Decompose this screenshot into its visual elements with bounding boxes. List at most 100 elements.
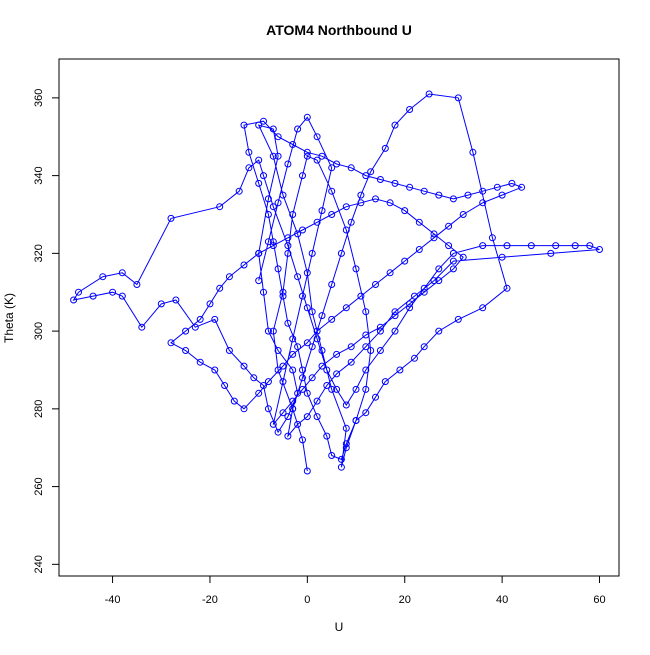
data-point	[391, 308, 399, 316]
data-point	[274, 265, 282, 273]
data-point	[313, 413, 321, 421]
data-point	[196, 358, 204, 366]
data-point	[299, 385, 306, 393]
data-point	[264, 195, 272, 203]
data-point	[333, 350, 341, 358]
data-point	[445, 242, 453, 250]
data-point	[479, 242, 487, 250]
data-point	[508, 179, 516, 187]
data-point	[240, 405, 248, 413]
y-tick-label: 340	[33, 166, 45, 184]
x-tick-label: 20	[399, 594, 411, 606]
y-tick-label: 300	[33, 322, 45, 340]
data-point	[503, 242, 511, 250]
data-point	[328, 164, 336, 172]
data-point	[406, 183, 414, 191]
data-point	[318, 312, 326, 320]
data-point	[381, 144, 389, 152]
data-point	[172, 296, 180, 304]
data-point	[118, 292, 126, 300]
data-point	[362, 172, 370, 180]
data-point	[362, 331, 370, 339]
data-point	[401, 257, 409, 265]
data-point	[454, 94, 462, 102]
data-point	[372, 281, 379, 288]
data-point	[498, 253, 506, 261]
data-point	[269, 125, 277, 133]
data-point	[420, 343, 428, 351]
data-point	[357, 199, 365, 207]
data-point	[449, 265, 457, 273]
data-point	[303, 113, 311, 121]
data-point	[182, 327, 190, 335]
data-point	[367, 168, 375, 176]
data-point	[328, 187, 336, 195]
data-point	[235, 187, 243, 195]
data-point	[381, 378, 389, 386]
data-point	[211, 315, 219, 323]
data-point	[89, 292, 97, 300]
data-point	[342, 226, 350, 234]
data-point	[138, 323, 146, 331]
data-point	[420, 284, 428, 292]
data-point	[269, 238, 277, 246]
data-point	[479, 304, 487, 312]
data-point	[279, 362, 287, 370]
x-axis-label: U	[335, 620, 344, 634]
data-point	[342, 203, 350, 211]
data-point	[411, 292, 418, 300]
data-point	[318, 362, 326, 370]
data-point	[230, 397, 238, 405]
data-point	[240, 362, 248, 370]
data-point	[313, 327, 321, 335]
data-point	[401, 207, 409, 215]
data-point	[269, 242, 277, 250]
data-point	[303, 269, 311, 277]
data-point	[225, 347, 233, 354]
y-tick-label: 280	[33, 400, 45, 418]
data-point	[449, 195, 457, 203]
data-point	[303, 148, 311, 156]
data-point	[342, 424, 350, 432]
data-point	[308, 343, 316, 351]
data-point	[109, 288, 117, 296]
data-point	[376, 323, 384, 331]
data-point	[133, 281, 141, 288]
data-point	[264, 378, 272, 386]
data-point	[260, 382, 267, 389]
data-point	[157, 300, 165, 308]
data-point	[372, 195, 379, 203]
data-point	[289, 350, 297, 358]
data-point	[308, 374, 316, 382]
data-point	[449, 249, 457, 257]
data-point	[255, 389, 263, 397]
data-point	[284, 249, 292, 257]
data-point	[274, 428, 282, 436]
data-point	[406, 106, 414, 113]
data-point	[313, 133, 321, 141]
data-point	[264, 211, 272, 218]
data-point	[299, 226, 306, 234]
data-point	[337, 463, 345, 471]
data-point	[279, 378, 287, 386]
data-point	[279, 292, 287, 300]
data-point	[216, 284, 224, 292]
data-point	[527, 242, 535, 250]
data-point	[211, 366, 219, 374]
y-tick-label: 260	[33, 477, 45, 495]
data-point	[191, 323, 199, 331]
data-point	[70, 296, 78, 304]
data-point	[245, 164, 253, 172]
data-point	[333, 160, 341, 168]
data-point	[357, 191, 365, 199]
data-point	[167, 339, 175, 347]
data-point	[284, 234, 292, 242]
data-point	[493, 183, 501, 191]
data-point	[406, 304, 414, 312]
data-point	[347, 343, 355, 351]
data-point	[328, 385, 336, 393]
data-point	[225, 273, 233, 281]
data-point	[289, 405, 297, 413]
data-point	[260, 288, 267, 296]
